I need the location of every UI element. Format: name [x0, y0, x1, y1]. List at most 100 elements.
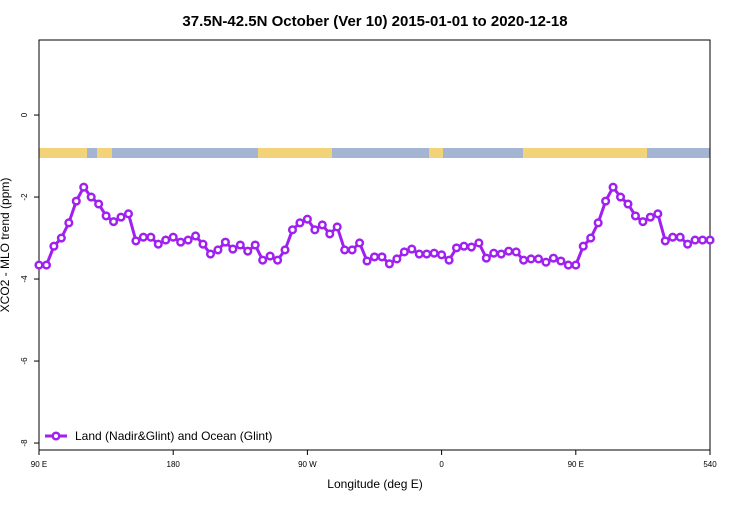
data-point [176, 237, 186, 247]
data-point [131, 236, 141, 246]
data-point [205, 249, 216, 259]
x-tick-label: 540 [703, 460, 717, 469]
y-tick-label: -2 [20, 193, 29, 201]
data-point [533, 254, 544, 264]
data-point [116, 212, 126, 222]
data-point [153, 239, 163, 249]
data-point [519, 255, 529, 265]
x-tick-label: 90 E [31, 460, 47, 469]
data-point [183, 235, 193, 245]
data-point [683, 239, 693, 249]
y-axis-label: XCO2 - MLO trend (ppm) [0, 178, 12, 313]
data-point [601, 196, 611, 206]
data-point [265, 251, 275, 261]
x-axis-label: Longitude (deg E) [327, 477, 422, 491]
data-point [638, 217, 648, 227]
data-point [228, 244, 238, 254]
y-tick-label: -4 [20, 275, 29, 283]
data-point [615, 192, 626, 202]
data-point [511, 247, 521, 257]
data-point [362, 256, 372, 266]
data-point [481, 253, 491, 263]
data-point [243, 246, 253, 256]
data-point [571, 260, 581, 270]
data-point [235, 240, 245, 250]
data-point [474, 238, 484, 248]
data-point [325, 229, 335, 239]
data-point [392, 254, 402, 264]
data-point [198, 239, 208, 249]
y-tick-label: 0 [20, 112, 29, 117]
y-tick-label: -6 [20, 357, 29, 365]
x-tick-label: 0 [439, 460, 444, 469]
data-point [317, 220, 327, 230]
data-point [660, 236, 670, 246]
data-point [668, 232, 678, 242]
data-point [407, 244, 417, 254]
legend-marker [51, 431, 61, 441]
data-point [101, 211, 111, 221]
data-point [302, 214, 312, 224]
data-point [64, 218, 74, 228]
chart-title: 37.5N-42.5N October (Ver 10) 2015-01-01 … [182, 13, 567, 30]
data-point [71, 196, 81, 206]
data-point [123, 209, 134, 219]
data-point [556, 256, 566, 266]
x-tick-label: 90 W [298, 460, 317, 469]
data-point [94, 199, 104, 209]
data-point [705, 235, 715, 245]
data-point [332, 222, 342, 232]
data-point [273, 255, 283, 265]
data-point [429, 248, 439, 258]
data-point [280, 245, 290, 255]
data-point [504, 246, 514, 256]
data-point [41, 260, 52, 270]
data-point [697, 235, 708, 245]
data-point [161, 235, 171, 245]
data-point [578, 241, 588, 251]
data-point [675, 232, 685, 242]
data-point [451, 243, 462, 253]
data-point [146, 232, 156, 242]
land-ocean-band [39, 148, 710, 158]
data-point [466, 242, 476, 252]
data-point [444, 255, 454, 265]
data-point [109, 217, 119, 227]
plot-frame [38, 39, 711, 451]
data-point [586, 233, 596, 243]
data-point [437, 250, 447, 260]
data-point [295, 218, 305, 228]
data-point [79, 182, 89, 192]
data-point [593, 218, 603, 228]
data-point [690, 235, 700, 245]
data-point [355, 238, 365, 248]
data-point [138, 232, 148, 242]
data-point [213, 245, 223, 255]
data-point [347, 245, 357, 255]
data-point [34, 260, 44, 270]
legend-label: Land (Nadir&Glint) and Ocean (Glint) [75, 429, 272, 443]
data-point [310, 225, 320, 235]
data-point [563, 260, 573, 270]
data-point [377, 252, 387, 262]
data-point [384, 259, 394, 269]
data-point [645, 212, 655, 222]
data-point [220, 237, 230, 247]
data-point [191, 231, 201, 241]
data-point [541, 257, 551, 267]
data-point [414, 249, 424, 259]
data-point [49, 241, 59, 251]
data-point [86, 192, 96, 202]
data-point [369, 252, 380, 262]
data-point [459, 241, 469, 251]
y-tick-label: -8 [20, 439, 29, 447]
data-point [340, 245, 350, 255]
data-point [399, 247, 409, 257]
data-point [258, 255, 268, 265]
data-point [489, 248, 499, 258]
data-point [630, 211, 640, 221]
data-point [422, 249, 432, 259]
data-point [653, 209, 663, 219]
data-point [608, 182, 618, 192]
data-point [287, 225, 298, 235]
